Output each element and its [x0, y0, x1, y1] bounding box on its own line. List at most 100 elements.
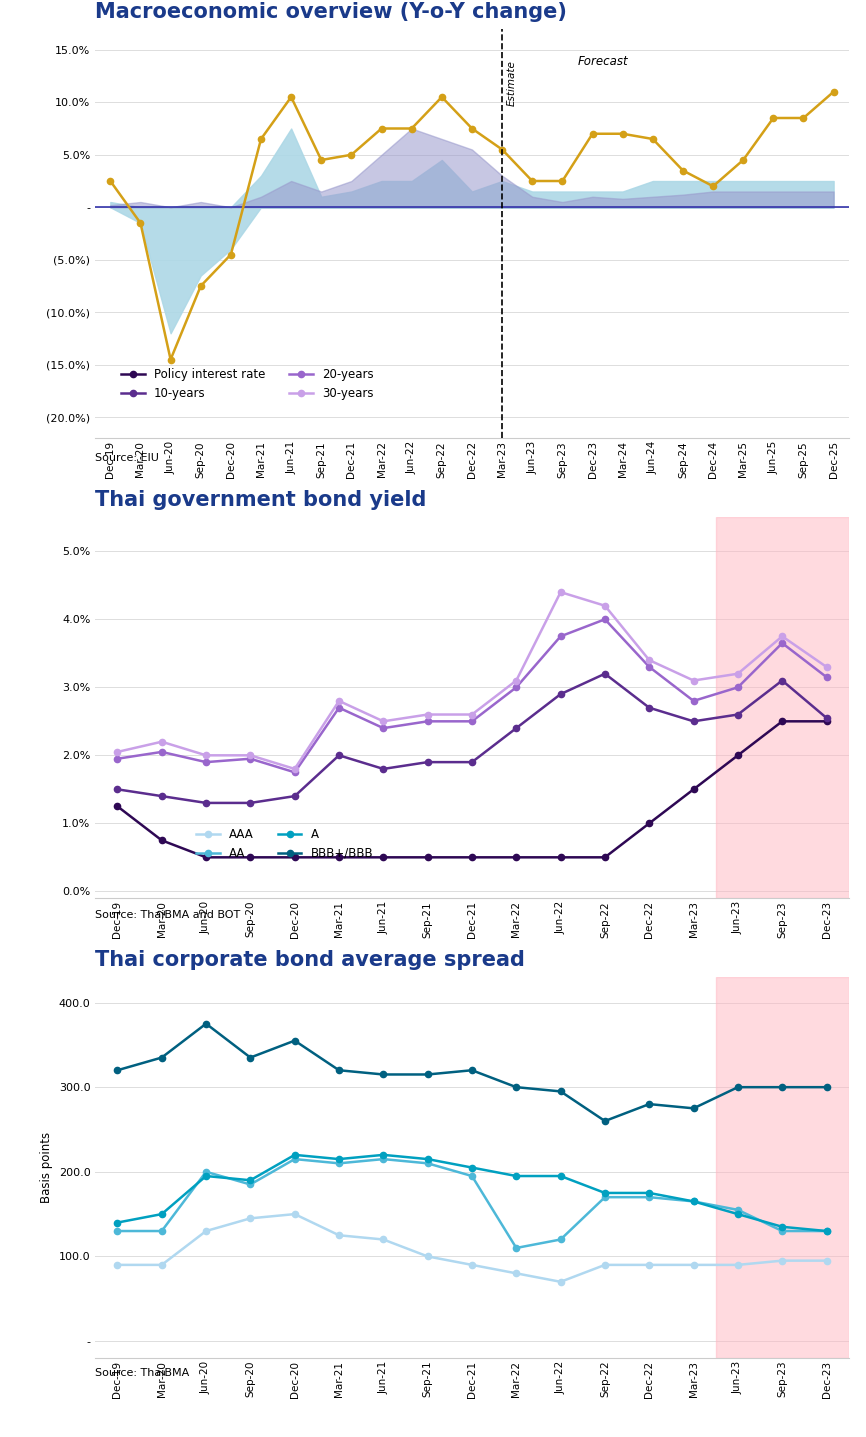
- Line: Policy interest rate: Policy interest rate: [114, 718, 830, 861]
- Legend: Real GDP, CPI, Nominal GDP: Real GDP, CPI, Nominal GDP: [101, 655, 414, 678]
- A: [289, 1147, 300, 1164]
- 20-years: [201, 753, 211, 770]
- A: [467, 1158, 477, 1175]
- AA: [289, 1151, 300, 1168]
- Text: Source: EIU: Source: EIU: [95, 453, 159, 463]
- BBB+/BBB: [378, 1066, 389, 1083]
- 10-years: [245, 795, 255, 812]
- A: [777, 1219, 787, 1236]
- 30-years: [733, 665, 743, 683]
- 10-years: [467, 753, 477, 770]
- AAA: [821, 1252, 831, 1269]
- Text: Thai government bond yield: Thai government bond yield: [95, 490, 427, 510]
- BBB+/BBB: [600, 1112, 611, 1129]
- Policy interest rate: [113, 798, 123, 815]
- Policy interest rate: [333, 849, 344, 867]
- 30-years: [378, 713, 389, 730]
- Legend: AAA, AA, A, BBB+/BBB: AAA, AA, A, BBB+/BBB: [191, 823, 378, 865]
- AA: [245, 1175, 255, 1193]
- AAA: [333, 1227, 344, 1244]
- 10-years: [423, 753, 433, 770]
- AA: [201, 1163, 211, 1180]
- 30-years: [511, 673, 521, 690]
- 30-years: [555, 583, 565, 601]
- 20-years: [113, 750, 123, 767]
- 30-years: [157, 733, 167, 750]
- AAA: [733, 1256, 743, 1273]
- AA: [423, 1155, 433, 1173]
- 30-years: [467, 706, 477, 723]
- Policy interest rate: [245, 849, 255, 867]
- Policy interest rate: [821, 713, 831, 730]
- AAA: [423, 1247, 433, 1265]
- 30-years: [245, 747, 255, 764]
- 10-years: [555, 685, 565, 703]
- 30-years: [423, 706, 433, 723]
- 30-years: [777, 628, 787, 645]
- 30-years: [289, 760, 300, 777]
- 30-years: [644, 651, 655, 668]
- AA: [688, 1193, 699, 1210]
- 20-years: [777, 635, 787, 652]
- Line: AAA: AAA: [114, 1211, 830, 1285]
- A: [688, 1193, 699, 1210]
- AAA: [201, 1223, 211, 1240]
- AA: [113, 1223, 123, 1240]
- Text: Macroeconomic overview (Y-o-Y change): Macroeconomic overview (Y-o-Y change): [95, 1, 567, 22]
- AAA: [555, 1273, 565, 1290]
- BBB+/BBB: [289, 1032, 300, 1049]
- AA: [378, 1151, 389, 1168]
- Policy interest rate: [289, 849, 300, 867]
- 30-years: [600, 598, 611, 615]
- Policy interest rate: [733, 747, 743, 764]
- A: [644, 1184, 655, 1201]
- Line: 20-years: 20-years: [114, 616, 830, 776]
- 10-years: [644, 698, 655, 716]
- 30-years: [113, 743, 123, 760]
- Text: Source: ThaiBMA: Source: ThaiBMA: [95, 1368, 190, 1378]
- BBB+/BBB: [245, 1049, 255, 1066]
- Text: Estimate: Estimate: [507, 60, 517, 106]
- BBB+/BBB: [333, 1062, 344, 1079]
- Policy interest rate: [423, 849, 433, 867]
- AAA: [289, 1206, 300, 1223]
- 20-years: [600, 611, 611, 628]
- AAA: [600, 1256, 611, 1273]
- Y-axis label: Basis points: Basis points: [40, 1132, 53, 1203]
- 20-years: [467, 713, 477, 730]
- Bar: [715, 977, 849, 1358]
- 30-years: [333, 693, 344, 710]
- Line: 10-years: 10-years: [114, 671, 830, 806]
- AAA: [157, 1256, 167, 1273]
- Line: BBB+/BBB: BBB+/BBB: [114, 1020, 830, 1124]
- Text: Thai corporate bond average spread: Thai corporate bond average spread: [95, 950, 525, 970]
- 10-years: [289, 787, 300, 805]
- A: [821, 1223, 831, 1240]
- Text: Forecast: Forecast: [578, 55, 628, 68]
- Policy interest rate: [555, 849, 565, 867]
- AAA: [245, 1210, 255, 1227]
- BBB+/BBB: [733, 1079, 743, 1096]
- A: [555, 1167, 565, 1184]
- AAA: [511, 1265, 521, 1282]
- AA: [733, 1201, 743, 1219]
- Policy interest rate: [688, 780, 699, 798]
- AA: [157, 1223, 167, 1240]
- AA: [821, 1223, 831, 1240]
- BBB+/BBB: [201, 1015, 211, 1032]
- Policy interest rate: [777, 713, 787, 730]
- BBB+/BBB: [821, 1079, 831, 1096]
- 10-years: [333, 747, 344, 764]
- AAA: [688, 1256, 699, 1273]
- 20-years: [644, 658, 655, 675]
- 20-years: [378, 720, 389, 737]
- Bar: [715, 517, 849, 898]
- BBB+/BBB: [644, 1095, 655, 1112]
- AA: [511, 1239, 521, 1256]
- 20-years: [245, 750, 255, 767]
- AA: [777, 1223, 787, 1240]
- AAA: [777, 1252, 787, 1269]
- BBB+/BBB: [688, 1099, 699, 1117]
- A: [511, 1167, 521, 1184]
- A: [378, 1147, 389, 1164]
